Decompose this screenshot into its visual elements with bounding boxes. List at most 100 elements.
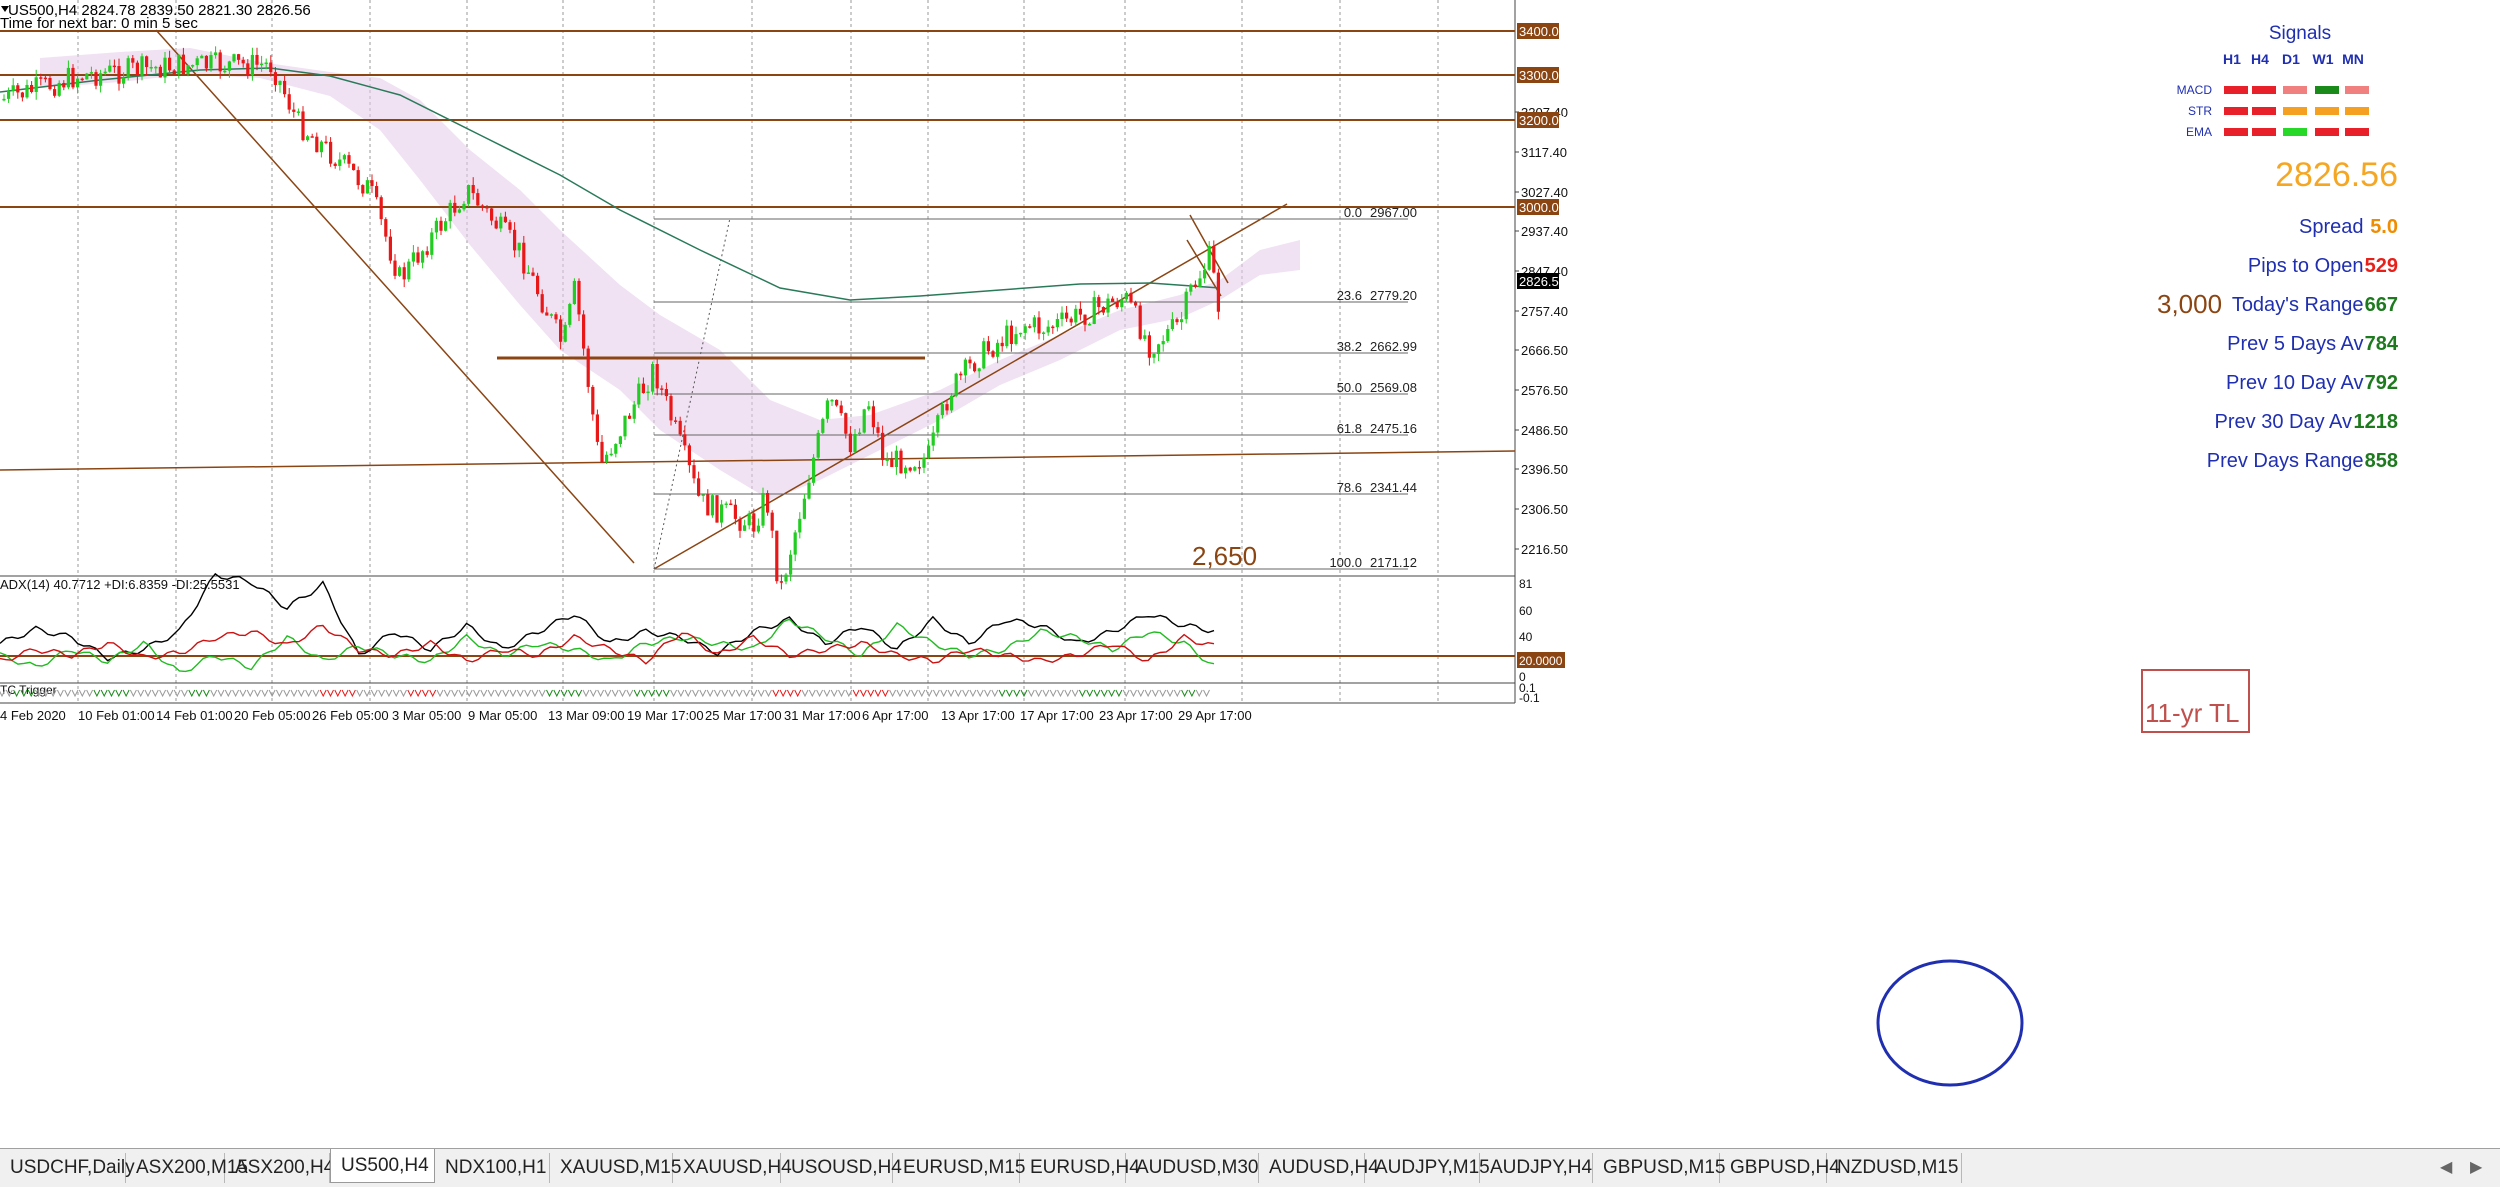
tc-marker: [1093, 689, 1101, 698]
chart-tab[interactable]: USDCHF,Daily: [0, 1153, 135, 1183]
signal-cell: [2315, 128, 2339, 136]
candle-body: [945, 404, 949, 411]
candle-body: [1180, 319, 1184, 323]
candle-body: [204, 55, 208, 69]
candle-body: [62, 82, 66, 88]
candle-body: [931, 432, 935, 446]
candle-body: [862, 409, 866, 433]
tc-marker: [86, 689, 94, 698]
candle-body: [752, 513, 756, 532]
tc-marker: [254, 689, 261, 698]
candle-body: [701, 494, 705, 496]
candle-body: [301, 111, 305, 141]
price-tick-label: 2826.56: [1519, 274, 1566, 289]
chart-tab[interactable]: AUDUSD,M30: [1126, 1153, 1259, 1183]
time-tick-label: 3 Mar 05:00: [392, 708, 461, 723]
tc-marker: [414, 689, 422, 698]
tc-marker: [20, 689, 28, 698]
candle-body: [623, 415, 627, 437]
tc-marker: [524, 689, 532, 698]
candle-body: [319, 141, 323, 153]
tc-marker: [998, 689, 1006, 698]
channel-line: [1186, 239, 1222, 297]
candle-body: [922, 457, 926, 468]
candle-body: [246, 63, 250, 76]
candle-body: [637, 383, 641, 405]
candle-body: [76, 78, 80, 88]
tc-marker: [151, 689, 159, 698]
tc-marker: [275, 689, 283, 698]
adx-level-tag-text: 20.0000: [1519, 654, 1563, 668]
tc-marker: [297, 689, 305, 698]
chart-tab[interactable]: ASX200,H4: [225, 1153, 334, 1183]
adx-tick-label: 60: [1519, 604, 1533, 618]
tc-marker: [443, 689, 451, 698]
candle-body: [825, 400, 829, 419]
tc-marker: [619, 689, 626, 698]
signal-cell: [2252, 107, 2276, 115]
candle-body: [885, 459, 889, 461]
info-value: 792: [2365, 372, 2398, 394]
candle-body: [1088, 323, 1092, 326]
ichimoku-cloud: [40, 48, 1300, 500]
chart-tab[interactable]: EURUSD,M15: [893, 1153, 1025, 1183]
tc-marker: [794, 689, 802, 698]
candle-body: [453, 202, 457, 213]
chart-tab[interactable]: AUDUSD,H4: [1259, 1153, 1379, 1183]
tc-marker: [56, 689, 64, 698]
tc-marker: [392, 689, 400, 698]
chart-tab[interactable]: AUDJPY,H4: [1480, 1153, 1593, 1183]
tc-marker: [881, 689, 889, 698]
tc-marker: [925, 689, 933, 698]
candle-body: [191, 65, 195, 67]
signal-cell: [2345, 128, 2369, 136]
long-term-trendline: [0, 450, 1516, 471]
candle-body: [480, 205, 484, 207]
scroll-right-icon[interactable]: ▶: [2470, 1159, 2483, 1176]
scroll-left-icon[interactable]: ◀: [2440, 1159, 2453, 1176]
collapse-triangle-icon[interactable]: [1, 6, 9, 12]
fib-618-box: [2141, 669, 2250, 733]
tc-marker: [1071, 689, 1079, 698]
signal-cell: [2283, 128, 2307, 136]
candle-body: [1212, 245, 1216, 273]
chart-tab[interactable]: ASX200,M15: [126, 1153, 248, 1183]
chart-tab[interactable]: NZDUSD,M15: [1827, 1153, 1962, 1183]
chart-tab[interactable]: USOUSD,H4: [781, 1153, 902, 1183]
time-tick-label: 20 Feb 05:00: [234, 708, 311, 723]
chart-tab[interactable]: NDX100,H1: [435, 1153, 550, 1183]
chart-tab[interactable]: XAUUSD,M15: [550, 1153, 681, 1183]
candle-body: [655, 364, 659, 389]
tc-marker: [648, 689, 656, 698]
tc-marker: [166, 689, 174, 698]
chart-tab[interactable]: AUDJPY,M15: [1365, 1153, 1490, 1183]
fib-price: 2779.20: [1370, 288, 1417, 303]
info-panel: 2826.56 Spread 5.0 Pips to Open 529Today's …: [2207, 156, 2399, 472]
info-value: 529: [2365, 255, 2398, 277]
candle-body: [494, 220, 498, 229]
chart-canvas[interactable]: 0.0 2967.00 23.6 2779.20 38.2 2662.99 50.0 2569…: [0, 0, 2500, 1148]
candle-body: [416, 252, 420, 263]
adx-tick-label: 0: [1519, 670, 1526, 684]
tc-marker: [1151, 689, 1159, 698]
candle-body: [1000, 342, 1004, 347]
tc-marker: [560, 689, 568, 698]
tc-tick-label: -0.1: [1519, 691, 1540, 705]
chart-tab[interactable]: XAUUSD,H4: [673, 1153, 792, 1183]
candle-body: [140, 56, 144, 76]
chart-tab[interactable]: GBPUSD,M15: [1593, 1153, 1725, 1183]
tc-marker: [1181, 689, 1189, 698]
tc-marker: [1049, 689, 1057, 698]
chart-tab[interactable]: US500,H4: [330, 1149, 435, 1183]
adx-indicator: ADX(14) 40.7712 +DI:6.8359 -DI:25.5531 81…: [0, 572, 1565, 684]
tc-marker: [173, 689, 181, 698]
candle-body: [283, 80, 287, 95]
candle-body: [545, 312, 549, 316]
info-value: 5.0: [2370, 216, 2398, 238]
fib-ratio: 38.2: [1337, 339, 1362, 354]
candle-body: [1069, 318, 1073, 323]
tc-marker: [932, 689, 940, 698]
tc-marker: [473, 689, 480, 698]
chart-tab[interactable]: GBPUSD,H4: [1720, 1153, 1840, 1183]
chart-tab[interactable]: EURUSD,H4: [1020, 1153, 1140, 1183]
